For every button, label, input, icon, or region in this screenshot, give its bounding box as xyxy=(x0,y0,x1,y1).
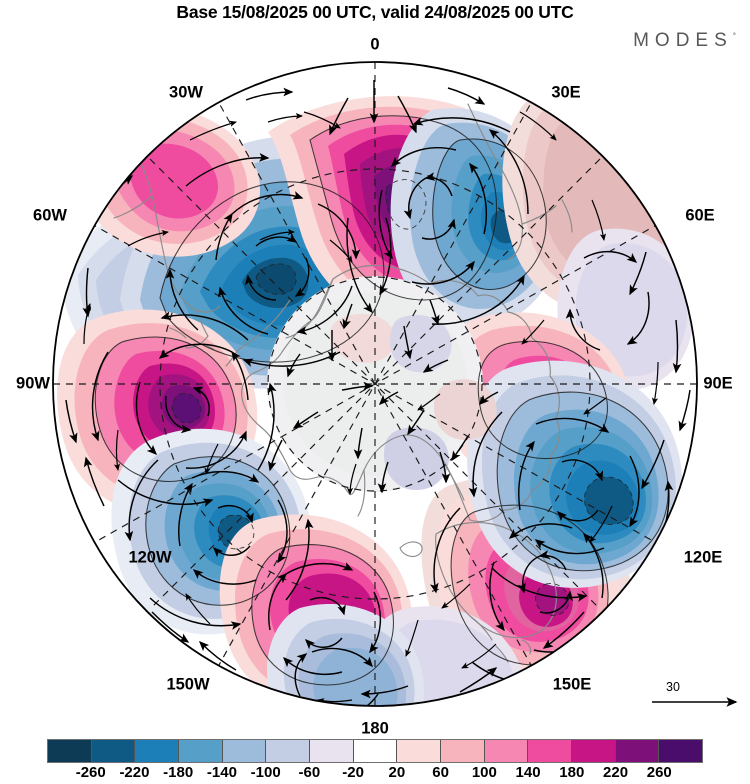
colorbar-tick-label: 60 xyxy=(432,764,449,781)
lon-label-150W: 150W xyxy=(166,675,210,694)
colorbar-swatch xyxy=(222,740,267,762)
lon-label-180: 180 xyxy=(361,719,389,738)
colorbar-swatch xyxy=(484,740,529,762)
lon-label-0: 0 xyxy=(370,35,380,54)
coastlines xyxy=(113,103,573,663)
colorbar-swatch xyxy=(572,740,616,762)
colorbar-swatch xyxy=(135,740,180,762)
colorbar-swatch xyxy=(91,740,136,762)
colorbar-swatch xyxy=(266,740,311,762)
colorbar-swatch xyxy=(48,740,92,762)
core-contours xyxy=(171,179,634,616)
colorbar-tick-label: -260 xyxy=(75,764,106,781)
lon-label-120E: 120E xyxy=(683,548,723,567)
colorbar-swatch xyxy=(310,740,354,762)
colorbar-tick-label: -100 xyxy=(250,764,281,781)
reference-vector-label: 30 xyxy=(666,680,680,694)
page-title: Base 15/08/2025 00 UTC, valid 24/08/2025… xyxy=(176,2,574,22)
colorbar-tick-label: 140 xyxy=(515,764,541,781)
lon-label-150E: 150E xyxy=(552,675,592,694)
lon-label-60W: 60W xyxy=(33,206,67,225)
colorbar-swatch xyxy=(353,740,398,762)
map-field-layer xyxy=(53,62,697,706)
colorbar-swatch xyxy=(397,740,442,762)
colorbar-tick-labels: -260 -220 -180 -140 -100 -60 -20 20 60 100 140 180 2… xyxy=(47,764,703,784)
colorbar-tick-label: -180 xyxy=(163,764,194,781)
colorbar-tick-label: 20 xyxy=(388,764,406,781)
wind-vectors-secondary xyxy=(83,111,659,705)
modes-logo-mark: ° xyxy=(732,31,736,41)
colorbar-tick-label: -220 xyxy=(119,764,150,781)
lon-label-30W: 30W xyxy=(169,83,203,102)
lon-label-60E: 60E xyxy=(685,206,715,225)
colorbar-swatch xyxy=(615,740,660,762)
colorbar-tick-label: -20 xyxy=(342,764,364,781)
graticule xyxy=(53,62,697,706)
lon-label-90E: 90E xyxy=(703,374,733,393)
colorbar xyxy=(47,739,703,763)
colorbar-swatch xyxy=(179,740,223,762)
lon-label-90W: 90W xyxy=(16,374,50,393)
modes-logo-text: MODES xyxy=(633,30,733,51)
colorbar-tick-label: 260 xyxy=(646,764,672,781)
modes-logo: MODES° xyxy=(633,30,736,52)
colorbar-tick-label: 180 xyxy=(559,764,585,781)
colorbar-swatch xyxy=(659,740,703,762)
colorbar-tick-label: 100 xyxy=(471,764,497,781)
colorbar-tick-label: -140 xyxy=(206,764,237,781)
lon-label-30E: 30E xyxy=(551,83,581,102)
colorbar-swatch xyxy=(528,740,573,762)
colorbar-swatch xyxy=(441,740,485,762)
colorbar-tick-label: 220 xyxy=(603,764,629,781)
map-boundary-circle xyxy=(52,61,698,707)
lon-label-120W: 120W xyxy=(128,548,172,567)
reference-vector: 30 xyxy=(648,680,742,724)
colorbar-tick-label: -60 xyxy=(298,764,321,781)
